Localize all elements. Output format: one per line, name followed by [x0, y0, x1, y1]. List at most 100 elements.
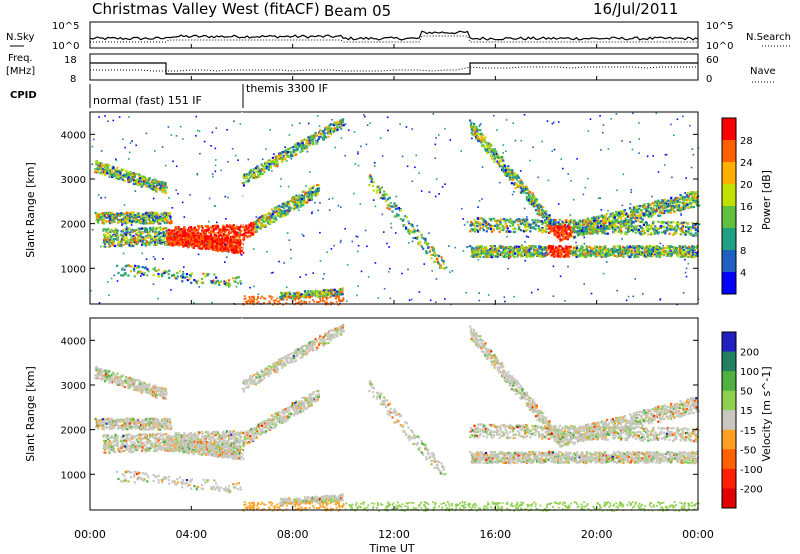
power-cell [236, 250, 239, 253]
power-cell [278, 213, 281, 216]
power-cell [531, 200, 534, 203]
power-cell [293, 207, 296, 210]
power-cell [170, 236, 173, 239]
power-cell [126, 238, 130, 242]
power-cell [279, 296, 282, 299]
power-cell [241, 239, 244, 242]
power-cell [129, 219, 132, 222]
power-cell [139, 235, 142, 238]
power-cell [248, 171, 251, 174]
power-cell [120, 169, 123, 172]
power-cell [111, 239, 114, 242]
power-cell [269, 166, 272, 169]
power-cell [581, 246, 584, 249]
power-cell [100, 216, 103, 219]
power-cell [156, 214, 159, 217]
power-cell [150, 239, 153, 242]
power-cell [104, 169, 107, 172]
power-cell [331, 130, 334, 133]
power-cell [515, 178, 518, 181]
power-cell [136, 241, 139, 244]
power-cell [161, 189, 164, 192]
power-cell [108, 241, 111, 244]
power-cell [402, 224, 405, 227]
power-cell [155, 226, 158, 229]
power-cell [129, 214, 132, 217]
power-cell [306, 138, 309, 141]
power-cell [130, 240, 133, 243]
noise-right-tick-bottom: 10^0 [706, 41, 733, 52]
power-cell [288, 207, 291, 210]
power-cell [98, 213, 101, 216]
power-cell [113, 172, 116, 175]
power-cell [641, 218, 644, 221]
power-cell [162, 182, 165, 185]
power-cell [309, 292, 312, 295]
power-cell [105, 241, 108, 244]
power-cell [368, 176, 371, 179]
power-cell [201, 240, 204, 243]
power-cell [118, 220, 121, 223]
power-cell [161, 242, 164, 245]
power-cell [155, 216, 158, 219]
power-cell [336, 121, 339, 124]
power-cell [600, 250, 603, 254]
power-cell [213, 232, 216, 235]
power-cell [603, 245, 606, 248]
power-cell [117, 176, 120, 179]
power-cell [295, 202, 298, 205]
power-cell [273, 218, 276, 221]
power-cell [217, 243, 220, 247]
power-cell [145, 185, 148, 188]
power-cell [125, 227, 128, 230]
power-cell [508, 168, 512, 172]
power-cell [214, 248, 217, 251]
power-cell [148, 243, 151, 246]
power-cell [255, 230, 259, 233]
power-cell [158, 239, 161, 242]
power-cell [182, 230, 185, 233]
power-cell [145, 242, 148, 245]
power-cell [157, 233, 160, 236]
power-cell [298, 294, 301, 297]
power-cell [320, 135, 323, 138]
power-cell [116, 238, 120, 242]
power-cell [124, 239, 127, 242]
power-cell [218, 246, 221, 249]
power-cell [176, 232, 179, 235]
power-cell [177, 240, 181, 243]
power-cell [442, 260, 445, 263]
power-cell [142, 221, 145, 224]
power-cell [303, 290, 307, 293]
power-cell [126, 216, 129, 219]
power-cell [132, 214, 136, 217]
power-cell [107, 227, 110, 231]
power-cell [620, 254, 623, 257]
power-cell [502, 159, 505, 162]
power-cell [111, 242, 114, 245]
power-cell [478, 137, 481, 140]
power-cell [211, 239, 214, 242]
power-cell [338, 289, 341, 292]
power-cell [255, 170, 258, 173]
power-cell [172, 229, 175, 232]
power-cell [255, 175, 258, 179]
power-cell [144, 179, 147, 182]
power-cell [95, 213, 98, 216]
power-cell [157, 214, 160, 217]
power-cell [564, 223, 567, 226]
power-cell [174, 236, 177, 239]
power-cell [435, 257, 438, 261]
power-cell [140, 227, 143, 230]
power-cell [104, 172, 108, 175]
power-cell [116, 230, 119, 233]
power-cell [112, 166, 115, 169]
power-cell [159, 218, 162, 221]
power-cell [263, 167, 266, 170]
power-cell [534, 209, 538, 212]
power-cell [536, 212, 539, 215]
power-cell [391, 210, 394, 213]
power-cell [113, 235, 116, 238]
power-cell [283, 156, 286, 159]
power-cell [261, 225, 264, 228]
